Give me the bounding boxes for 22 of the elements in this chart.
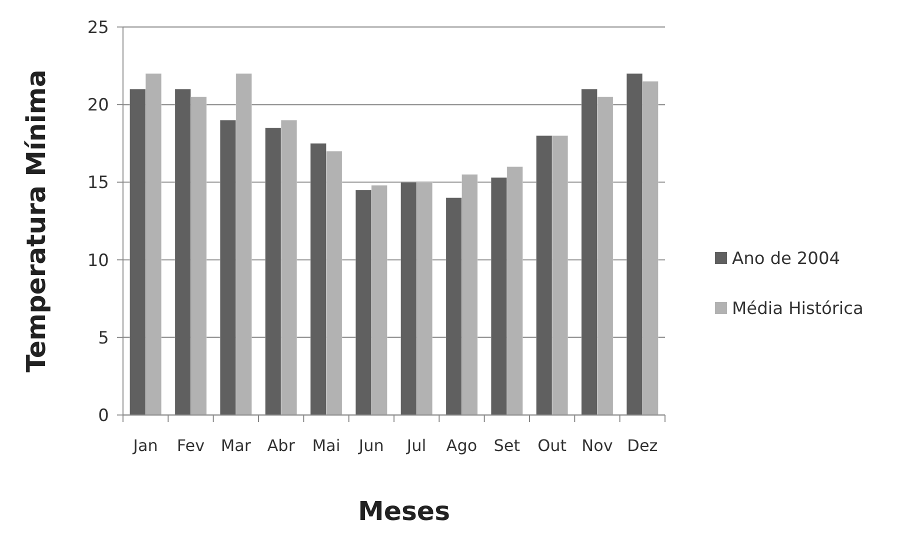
x-tick-label: Jun xyxy=(358,436,384,455)
x-tick-label: Out xyxy=(538,436,567,455)
x-tick-label: Mai xyxy=(312,436,340,455)
x-tick-label: Mar xyxy=(220,436,252,455)
y-tick-label: 15 xyxy=(87,173,109,194)
y-tick-label: 5 xyxy=(98,328,109,348)
y-tick-label: 0 xyxy=(98,406,109,426)
x-tick-label: Abr xyxy=(267,436,296,455)
y-tick-label: 10 xyxy=(87,250,109,271)
x-axis-title: Meses xyxy=(358,497,450,527)
x-tick-label: Set xyxy=(494,436,520,455)
y-tick-label: 25 xyxy=(87,18,109,38)
x-tick-label: Fev xyxy=(176,436,205,455)
x-tick-label: Ago xyxy=(446,436,478,455)
y-axis-title: Temperatura Mínima xyxy=(22,70,52,372)
legend-label: Média Histórica xyxy=(732,298,864,319)
x-tick-label: Nov xyxy=(582,436,613,455)
x-tick-label: Jul xyxy=(406,436,426,455)
x-tick-label: Jan xyxy=(132,436,158,455)
y-tick-label: 20 xyxy=(87,96,109,116)
x-tick-label: Dez xyxy=(627,436,658,455)
legend-label: Ano de 2004 xyxy=(732,248,840,269)
